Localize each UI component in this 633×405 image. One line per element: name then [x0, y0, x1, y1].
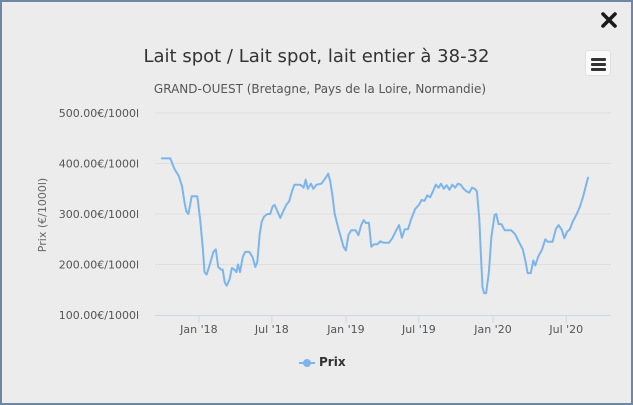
y-axis-title: Prix (€/1000l) — [36, 178, 49, 252]
x-tick-label: Jan '18 — [179, 323, 217, 336]
chart-title: Lait spot / Lait spot, lait entier à 38-… — [143, 46, 490, 67]
x-tick-label: Jul '18 — [254, 323, 289, 336]
legend-marker-icon — [299, 359, 315, 367]
y-tick-label: 400.00€/1000l — [59, 158, 139, 171]
x-tick-label: Jan '19 — [326, 323, 364, 336]
y-tick-label: 200.00€/1000l — [59, 259, 139, 272]
x-tick-label: Jul '20 — [548, 323, 583, 336]
y-tick-label: 500.00€/1000l — [59, 107, 139, 120]
hamburger-menu-icon — [591, 58, 606, 61]
chart-menu-button[interactable] — [585, 50, 611, 76]
y-tick-label: 300.00€/1000l — [59, 208, 139, 221]
x-tick-label: Jan '20 — [473, 323, 511, 336]
x-tick-label: Jul '19 — [401, 323, 436, 336]
chart-subtitle: GRAND-OUEST (Bretagne, Pays de la Loire,… — [153, 82, 487, 96]
series-line-prix — [160, 157, 589, 295]
close-icon[interactable] — [598, 9, 620, 31]
y-tick-label: 100.00€/1000l — [59, 309, 139, 322]
legend-label: Prix — [319, 355, 346, 369]
